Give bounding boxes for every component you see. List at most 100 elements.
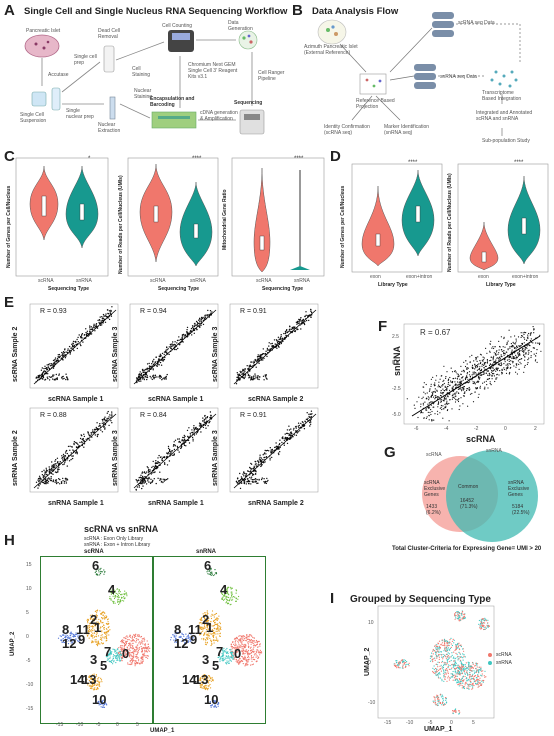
f-ytick: -5.0 [392, 412, 401, 418]
i-ytick: -10 [368, 700, 376, 706]
c2-xlabel: Sequencing Type [158, 286, 200, 292]
integrated-label: Integrated and Annotated scRNA and snRNA [476, 110, 533, 122]
d1-sig: **** [408, 160, 418, 166]
panel-i-letter: I [330, 590, 335, 607]
cluster-label-sn-0: 0 [234, 646, 242, 661]
chromium-label: Chromium Next GEM Single Cell 3' Reagent… [188, 62, 238, 80]
i-ytick: 10 [368, 620, 374, 626]
venn-sc-excl: scRNA Exclusive Genes [424, 480, 446, 498]
h-xtick: -15 [56, 722, 64, 728]
i-xtick: -10 [406, 720, 414, 726]
ref-projection-label: Reference Based Projection [356, 98, 395, 110]
cell-staining-label: Cell Staining [132, 66, 151, 78]
umap-sc-points [57, 567, 151, 709]
d1-group-intron: exon+intron [406, 274, 433, 280]
scatter-e-xlabel-1: scRNA Sample 1 [48, 396, 104, 403]
venn-sn-pct: (22.5%) [512, 510, 530, 516]
transcriptome-label: Transcriptome Based Integration [482, 90, 522, 102]
f-xtick: 2 [534, 426, 537, 432]
f-xtick: 0 [504, 426, 507, 432]
scatter-e-2 [129, 303, 219, 389]
umap-sn-points [170, 567, 263, 708]
c3-xlabel: Sequencing Type [262, 286, 304, 292]
c1-sig: * [88, 156, 91, 162]
accutase-label: Accutase [48, 72, 69, 78]
cluster-label-sn-9: 9 [190, 632, 198, 647]
scatter-e-6 [229, 407, 319, 493]
scatter-e-5 [129, 407, 219, 493]
d1-xlabel: Library Type [378, 282, 408, 288]
h-ytick: 5 [26, 610, 29, 616]
cell-counting-label: Cell Counting [162, 23, 193, 29]
scatter-e-r-4: R = 0.88 [40, 412, 67, 419]
data-generation-label: Data Generation [228, 20, 253, 32]
panel-i-title: Grouped by Sequencing Type [350, 594, 491, 605]
c1-group-sc: scRNA [38, 278, 54, 284]
venn-common-n: 16452 [460, 498, 474, 504]
cluster-label-sn-7: 7 [216, 644, 224, 659]
c1-group-sn: snRNA [76, 278, 92, 284]
legend-scrna: scRNA [496, 652, 512, 658]
c2-group-sc: scRNA [150, 278, 166, 284]
cluster-label-sn-2: 2 [202, 612, 210, 627]
panel-h-sub1: scRNA : Exon Only Library [84, 536, 144, 542]
f-xtick: -6 [414, 426, 419, 432]
venn-common: Common [458, 484, 479, 490]
panel-g-letter: G [384, 444, 396, 461]
cluster-label-sn-14: 14 [182, 672, 197, 687]
d2-group-exon: exon [478, 274, 489, 280]
d2-sig: **** [514, 160, 524, 166]
panel-f-r: R = 0.67 [420, 328, 451, 337]
scatter-e-r-1: R = 0.93 [40, 308, 67, 315]
cluster-label-sn-1: 1 [206, 620, 214, 635]
cluster-label-sn-12: 12 [174, 636, 189, 651]
sn-data-label: snRNA seq Data [440, 74, 477, 80]
panel-b-letter: B [292, 2, 303, 19]
scatter-e-r-5: R = 0.84 [140, 412, 167, 419]
f-ytick: 0.0 [392, 360, 399, 366]
d1-group-exon: exon [370, 274, 381, 280]
d2-xlabel: Library Type [486, 282, 516, 288]
i-xtick: -5 [428, 720, 433, 726]
umap-sn-title: snRNA [196, 549, 217, 555]
h-xtick: -5 [96, 722, 101, 728]
encapsulation-label: Encapsulation and Barcoding [150, 96, 195, 108]
scatter-e-xlabel-2: scRNA Sample 1 [148, 396, 204, 403]
cluster-label-sc-3: 3 [90, 652, 98, 667]
umap-sc-title: scRNA [84, 549, 104, 555]
panel-h-letter: H [4, 532, 15, 549]
i-xtick: 0 [450, 720, 453, 726]
c2-group-sn: snRNA [190, 278, 206, 284]
d2-group-intron: exon+intron [512, 274, 539, 280]
h-ytick: 10 [26, 586, 32, 592]
h-ytick: 0 [26, 634, 29, 640]
venn-sc-label: scRNA [426, 452, 442, 458]
scatter-e-3 [229, 303, 319, 389]
scatter-e-4 [29, 407, 119, 493]
cdna-label: cDNA generation & Amplification [200, 110, 238, 122]
cluster-label-sc-12: 12 [62, 636, 77, 651]
cluster-label-sn-11: 11 [188, 622, 202, 637]
cluster-label-sn-5: 5 [212, 658, 220, 673]
panel-f-xlabel: scRNA [466, 434, 496, 444]
cluster-label-sc-8: 8 [62, 622, 70, 637]
scatter-e-xlabel-3: scRNA Sample 2 [248, 396, 304, 403]
h-xtick: -10 [76, 722, 84, 728]
panel-a-letter: A [4, 2, 15, 19]
h-ytick: -10 [26, 682, 34, 688]
h-xtick: 5 [136, 722, 139, 728]
panel-f-letter: F [378, 318, 388, 335]
venn-sn-excl: snRNA Exclusive Genes [508, 480, 530, 498]
i-ytick: 0 [368, 660, 371, 666]
c1-xlabel: Sequencing Type [48, 286, 90, 292]
panel-h-sub2: snRNA : Exon + Intron Library [84, 542, 151, 548]
scatter-e-xlabel-4: snRNA Sample 1 [48, 500, 104, 507]
